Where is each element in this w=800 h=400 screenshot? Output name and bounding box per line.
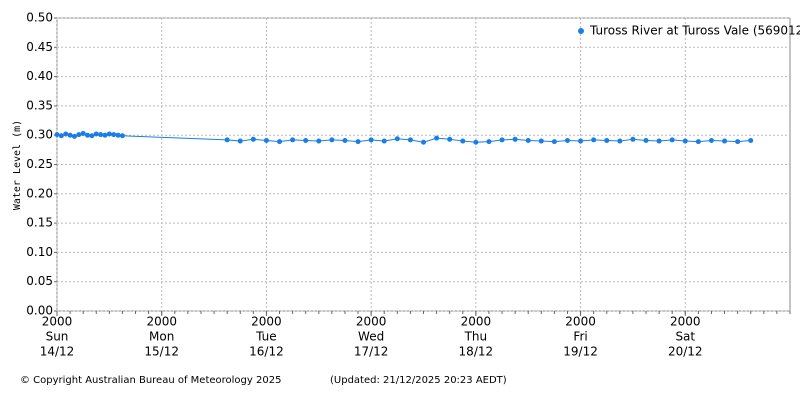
data-point — [290, 137, 296, 143]
data-point — [591, 137, 597, 143]
y-tick-label: 0.50 — [26, 11, 53, 25]
x-tick-label: 19/12 — [563, 345, 598, 359]
data-point — [695, 139, 701, 145]
updated: (Updated: 21/12/2025 20:23 AEDT) — [330, 375, 507, 386]
copyright: © Copyright Australian Bureau of Meteoro… — [20, 375, 281, 386]
data-point — [421, 139, 426, 145]
data-point — [643, 137, 649, 143]
data-point — [499, 137, 505, 143]
data-point — [735, 139, 741, 145]
y-tick-label: 0.20 — [26, 186, 53, 200]
data-point — [434, 135, 440, 141]
data-point — [473, 139, 479, 145]
data-point — [119, 133, 125, 139]
data-point — [512, 136, 518, 142]
data-point — [538, 138, 544, 144]
data-point — [617, 138, 623, 144]
x-tick-label: 18/12 — [459, 345, 494, 359]
x-tick-label: Sat — [675, 330, 695, 344]
data-point — [656, 138, 662, 144]
x-tick-label: 2000 — [565, 315, 596, 329]
y-tick-label: 0.10 — [26, 245, 53, 259]
data-point — [89, 133, 95, 139]
data-point — [106, 131, 112, 137]
x-tick-label: Tue — [255, 330, 277, 344]
x-tick-label: 2000 — [251, 315, 282, 329]
y-tick-label: 0.25 — [26, 157, 53, 171]
x-tick-label: Thu — [464, 330, 488, 344]
y-tick-label: 0.40 — [26, 69, 53, 83]
y-tick-label: 0.05 — [26, 274, 53, 288]
legend-label: Tuross River at Tuross Vale (569012) — [589, 24, 800, 38]
data-point — [93, 131, 99, 137]
x-tick-label: 16/12 — [249, 345, 284, 359]
data-point — [722, 138, 728, 144]
data-point — [525, 137, 531, 143]
legend-marker — [578, 28, 584, 34]
data-point — [250, 136, 256, 142]
data-point — [115, 132, 121, 138]
y-tick-label: 0.00 — [26, 304, 53, 318]
x-tick-label: Wed — [358, 330, 384, 344]
x-tick-label: Mon — [149, 330, 174, 344]
data-point — [708, 137, 714, 143]
x-tick-label: 15/12 — [144, 345, 179, 359]
data-point — [102, 132, 108, 138]
data-point — [316, 138, 322, 144]
data-point — [329, 137, 335, 143]
data-point — [80, 130, 86, 136]
y-tick-label: 0.45 — [26, 40, 53, 54]
data-point — [263, 137, 269, 143]
data-point — [67, 132, 73, 138]
x-tick-label: 14/12 — [40, 345, 75, 359]
data-point — [604, 137, 610, 143]
data-point — [237, 138, 243, 144]
y-tick-label: 0.15 — [26, 216, 53, 230]
data-point — [277, 139, 283, 145]
data-point — [394, 136, 400, 142]
x-tick-label: 2000 — [670, 315, 701, 329]
x-tick-label: 2000 — [356, 315, 387, 329]
data-point — [630, 136, 636, 142]
data-point — [578, 138, 584, 144]
data-point — [54, 132, 60, 138]
data-point — [111, 132, 117, 138]
data-point — [76, 132, 82, 138]
data-point — [682, 138, 688, 144]
data-point — [486, 139, 492, 145]
data-point — [368, 137, 374, 143]
data-point — [551, 139, 557, 145]
x-tick-label: 2000 — [461, 315, 492, 329]
data-point — [98, 132, 104, 138]
data-point — [85, 132, 91, 138]
plot-frame — [56, 17, 791, 312]
data-point — [748, 137, 754, 143]
x-tick-label: 20/12 — [668, 345, 703, 359]
x-tick-label: 2000 — [42, 315, 73, 329]
y-axis-label: Water Level (m) — [12, 120, 23, 210]
data-point — [407, 137, 413, 143]
data-point — [303, 137, 309, 143]
data-point — [63, 131, 69, 137]
x-tick-label: 17/12 — [354, 345, 389, 359]
y-tick-label: 0.35 — [26, 98, 53, 112]
x-tick-label: Sun — [46, 330, 69, 344]
data-point — [564, 137, 570, 143]
data-point — [460, 138, 466, 144]
data-point — [71, 133, 77, 139]
y-tick-label: 0.30 — [26, 128, 53, 142]
data-point — [224, 137, 230, 143]
data-point — [355, 139, 361, 145]
x-tick-label: 2000 — [146, 315, 177, 329]
data-point — [342, 137, 348, 143]
data-point — [669, 137, 675, 143]
data-point — [58, 133, 64, 139]
x-tick-label: Fri — [573, 330, 587, 344]
data-point — [447, 136, 453, 142]
data-point — [381, 138, 387, 144]
